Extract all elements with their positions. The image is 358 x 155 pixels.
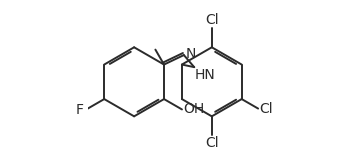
Text: Cl: Cl (205, 136, 219, 150)
Text: OH: OH (183, 102, 204, 116)
Text: HN: HN (195, 68, 216, 82)
Text: Cl: Cl (259, 102, 273, 116)
Text: Cl: Cl (205, 13, 219, 27)
Text: N: N (185, 47, 195, 61)
Text: F: F (76, 103, 84, 117)
